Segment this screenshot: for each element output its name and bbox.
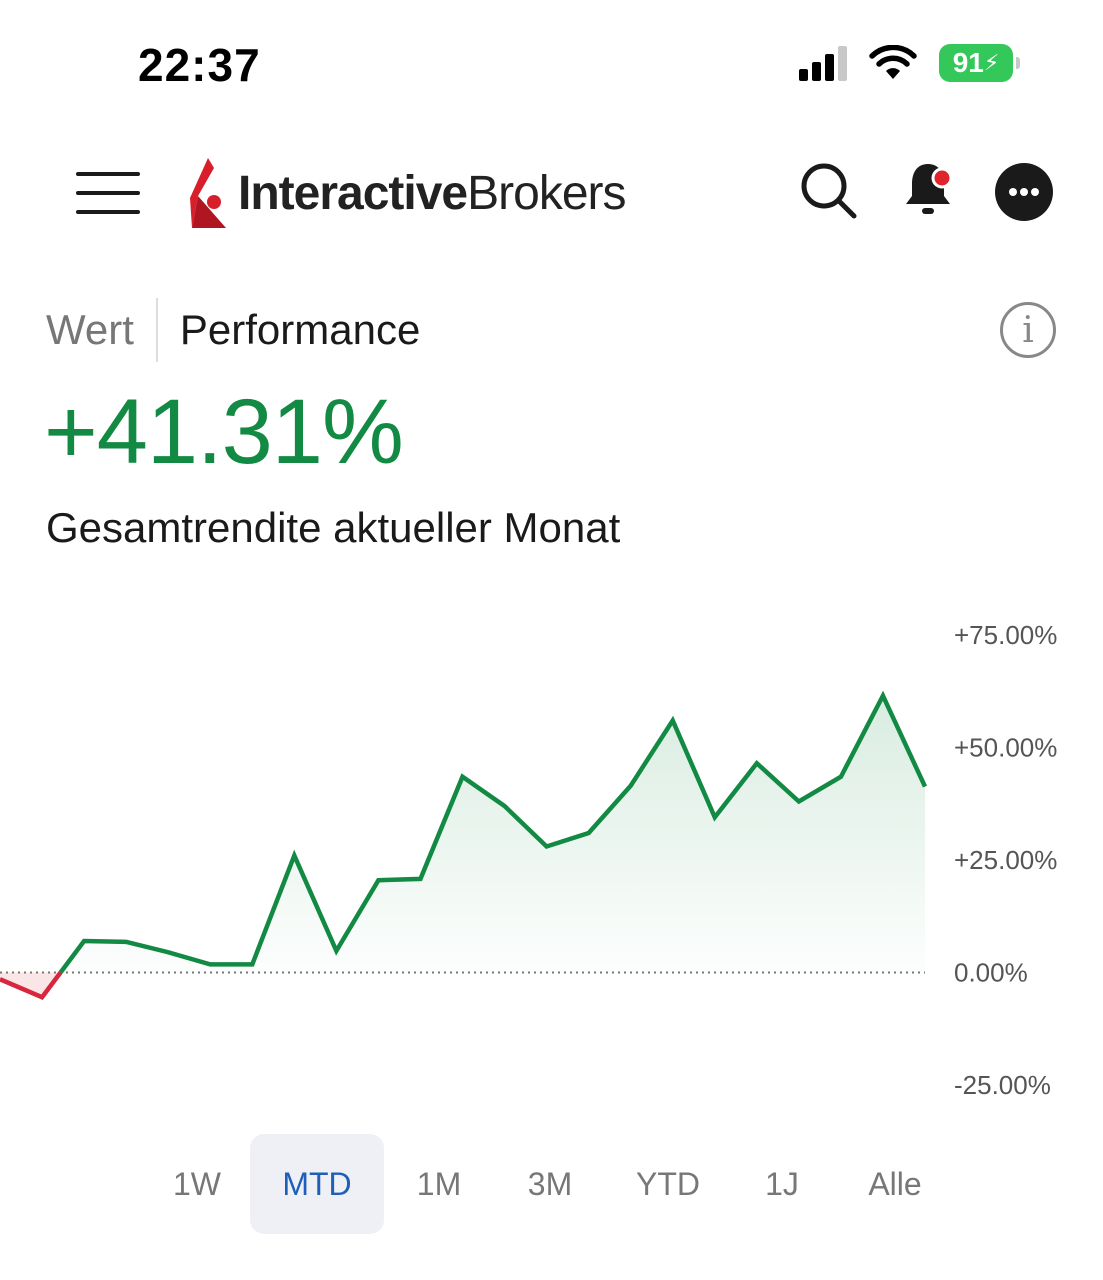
chart-point (166, 950, 170, 954)
range-mtd[interactable]: MTD (250, 1134, 384, 1234)
chart-point (545, 845, 549, 849)
chart-line-positive (58, 690, 928, 974)
bell-icon[interactable] (898, 160, 958, 220)
chart-point (755, 761, 759, 765)
cellular-signal-icon (799, 45, 847, 81)
chart-point (82, 939, 86, 943)
chart-point (292, 854, 296, 858)
chart-point (587, 831, 591, 835)
tab-divider (155, 298, 158, 362)
chart-point (797, 800, 801, 804)
range-ytd[interactable]: YTD (636, 1165, 700, 1202)
more-icon[interactable] (994, 162, 1054, 222)
y-tick-label: +75.00% (954, 620, 1057, 650)
chart-point (376, 878, 380, 882)
chart-point (250, 962, 254, 966)
ib-logo: InteractiveBrokers (188, 158, 627, 228)
chart-area-positive (60, 695, 925, 973)
battery-charging-icon: 91 ⚡ (939, 44, 1020, 82)
chart-point (461, 775, 465, 779)
menu-icon[interactable] (76, 172, 140, 214)
range-1w[interactable]: 1W (173, 1165, 221, 1202)
chart-point (418, 877, 422, 881)
chart-line-negative (0, 971, 63, 1001)
range-3m[interactable]: 3M (527, 1165, 573, 1202)
search-icon[interactable] (798, 160, 858, 220)
y-tick-label: +25.00% (954, 845, 1057, 875)
chart-point (839, 775, 843, 779)
chart-point (713, 815, 717, 819)
performance-value: +41.31% (44, 381, 404, 483)
status-time: 22:37 (138, 39, 261, 91)
range-1m[interactable]: 1M (416, 1165, 462, 1202)
tab-wert[interactable]: Wert (46, 306, 134, 353)
chart-point (881, 694, 885, 698)
performance-subtitle: Gesamtrendite aktueller Monat (46, 504, 621, 551)
chart-point (629, 784, 633, 788)
wifi-icon (869, 45, 917, 79)
range-alle[interactable]: Alle (868, 1165, 922, 1202)
info-icon[interactable]: i (1000, 302, 1056, 358)
range-selector: 1W MTD 1M 3M YTD 1J Alle (144, 1134, 956, 1234)
notification-dot (931, 167, 953, 189)
chart-point (503, 804, 507, 808)
chart-point (208, 962, 212, 966)
range-1j[interactable]: 1J (765, 1165, 799, 1202)
y-tick-label: 0.00% (954, 958, 1028, 988)
chart-point (671, 719, 675, 723)
view-tabs: Wert Performance (46, 298, 420, 362)
ib-logo-mark-icon (190, 158, 226, 228)
logo-text: InteractiveBrokers (238, 166, 627, 220)
chart-point (334, 949, 338, 953)
status-icons: 91 ⚡ (799, 44, 1020, 82)
tab-performance[interactable]: Performance (179, 306, 421, 353)
battery-level: 91 (952, 47, 984, 78)
y-tick-label: -25.00% (954, 1070, 1051, 1100)
performance-chart[interactable]: +75.00% +50.00% +25.00% 0.00% -25.00% (0, 600, 1103, 1120)
y-tick-label: +50.00% (954, 733, 1057, 763)
chart-point (923, 785, 927, 789)
chart-point (124, 940, 128, 944)
chart-point (40, 995, 44, 999)
